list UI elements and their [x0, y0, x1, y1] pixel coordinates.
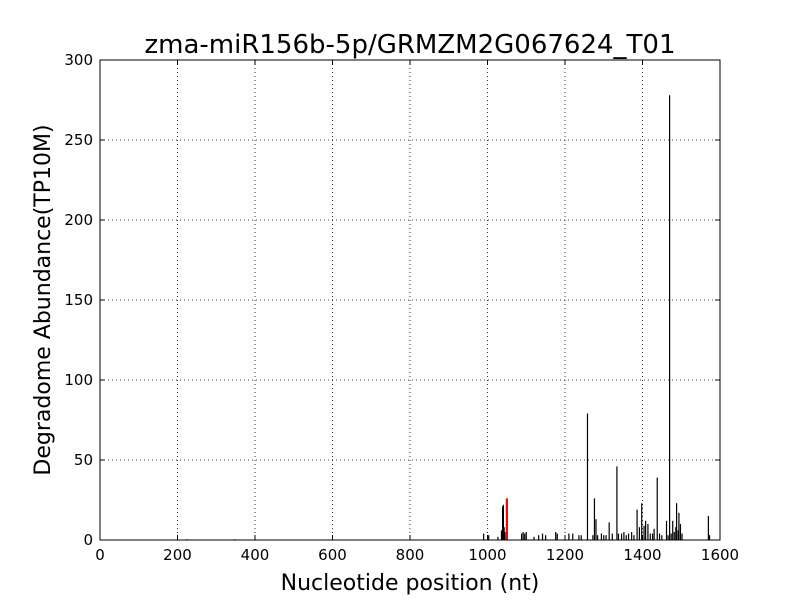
bar-series: [186, 95, 711, 540]
x-tick-label: 600: [318, 546, 347, 564]
y-tick-label: 50: [74, 451, 93, 469]
x-axis-label: Nucleotide position (nt): [281, 571, 540, 596]
chart-title: zma-miR156b-5p/GRMZM2G067624_T01: [144, 30, 675, 60]
x-tick-label: 200: [163, 546, 192, 564]
axis-ticks: [99, 59, 721, 541]
x-tick-label: 1600: [701, 546, 739, 564]
grid-lines: [100, 60, 720, 540]
y-tick-label: 200: [64, 211, 93, 229]
y-tick-label: 300: [64, 51, 93, 69]
y-tick-label: 250: [64, 131, 93, 149]
y-tick-label: 150: [64, 291, 93, 309]
y-tick-label: 0: [83, 531, 93, 549]
y-axis-label: Degradome Abundance(TP10M): [31, 124, 56, 475]
x-tick-label: 400: [241, 546, 270, 564]
tick-labels: 0 200 400 600 800 1000 1200 1400 1600 0 50 100 150 20…: [64, 51, 739, 564]
x-tick-label: 0: [95, 546, 105, 564]
x-tick-label: 1200: [546, 546, 584, 564]
x-tick-label: 1000: [468, 546, 506, 564]
x-tick-label: 1400: [623, 546, 661, 564]
x-tick-label: 800: [396, 546, 425, 564]
y-tick-label: 100: [64, 371, 93, 389]
